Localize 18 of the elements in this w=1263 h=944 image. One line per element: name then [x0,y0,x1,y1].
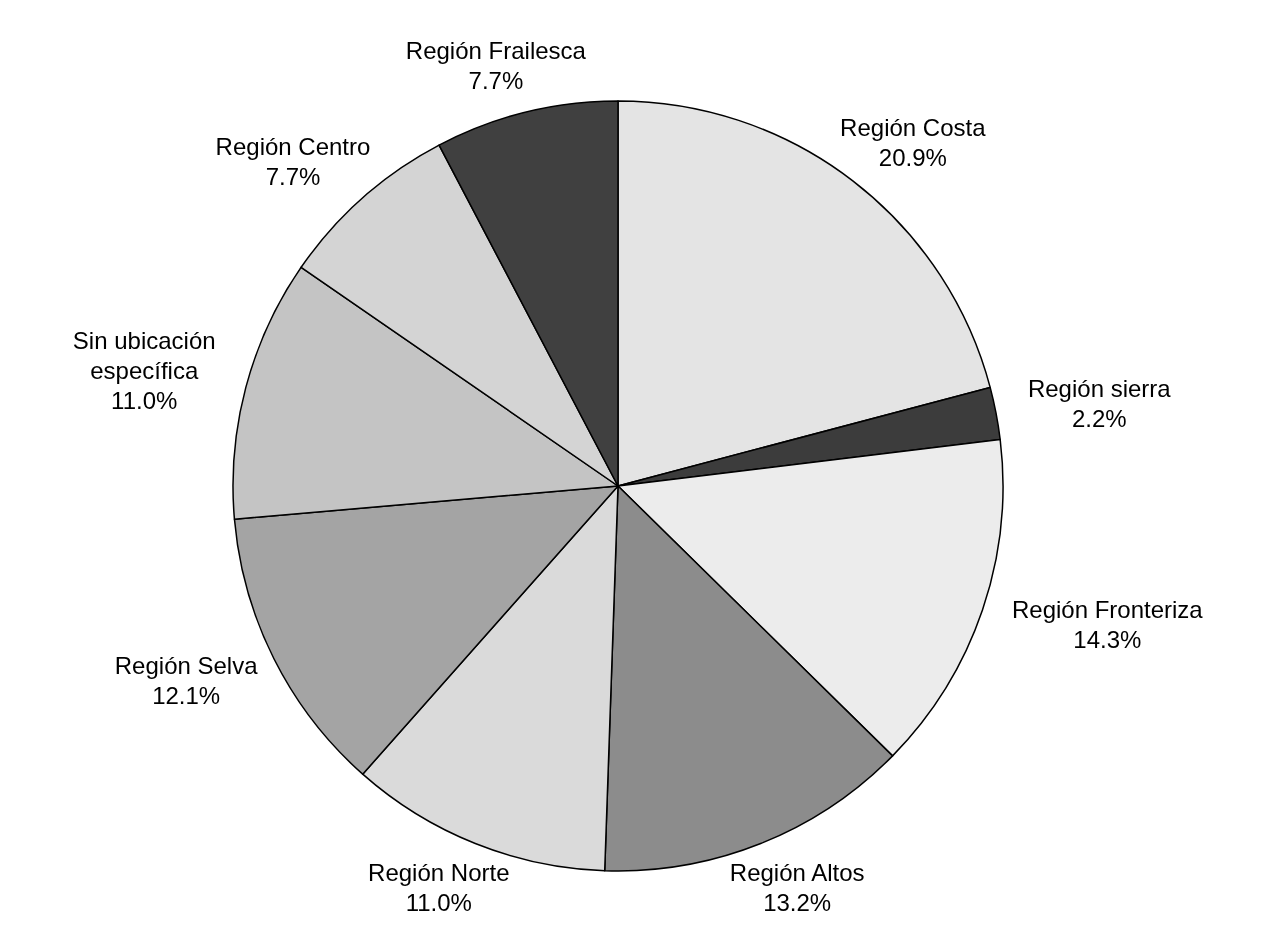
data-label: 12.1% [152,681,221,709]
slice-label: Región Altos [729,859,865,887]
slice-label: Sin ubicación específica [72,327,216,385]
slice-label: Región Fronteriza [1011,596,1204,624]
slice-label: Región Selva [114,651,259,679]
slice-label: Región sierra [1027,375,1172,403]
slice-label: Región Norte [368,859,510,887]
data-label: 7.7% [468,66,524,94]
data-label: 11.0% [111,387,178,415]
slice-label: Región Frailesca [405,36,587,64]
slice-label: Región Costa [840,113,987,141]
data-label: 11.0% [405,889,472,917]
data-label: 2.2% [1071,405,1127,433]
data-label: 7.7% [265,162,321,190]
data-label: 20.9% [878,143,947,171]
slice-label: Región Centro [215,132,371,160]
data-label: 13.2% [763,889,832,917]
data-label: 14.3% [1073,626,1142,654]
